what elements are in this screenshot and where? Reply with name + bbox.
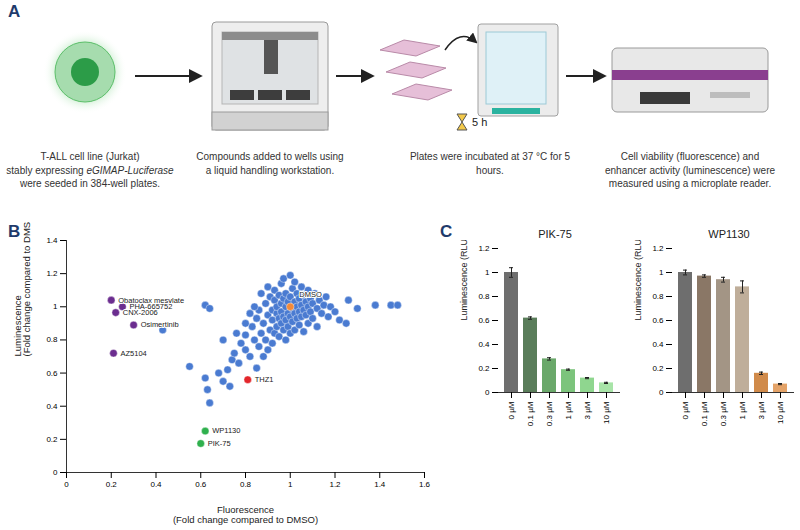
svg-text:0.4: 0.4	[150, 480, 162, 489]
svg-text:0.1 µM: 0.1 µM	[526, 401, 535, 426]
svg-text:Fluorescence(Fold change compa: Fluorescence(Fold change compared to DMS…	[173, 504, 318, 525]
svg-text:0.2: 0.2	[652, 364, 664, 373]
svg-text:1.6: 1.6	[419, 480, 431, 489]
svg-text:THZ1: THZ1	[255, 375, 274, 384]
svg-text:0.4: 0.4	[478, 340, 490, 349]
svg-text:0.3 µM: 0.3 µM	[719, 401, 728, 426]
svg-text:CNX-2006: CNX-2006	[123, 308, 158, 317]
svg-text:1.2: 1.2	[329, 480, 341, 489]
svg-text:0.8: 0.8	[652, 292, 664, 301]
svg-text:1.4: 1.4	[374, 480, 386, 489]
svg-text:PIK-75: PIK-75	[208, 439, 231, 448]
svg-text:Luminescence (RLU): Luminescence (RLU)	[633, 240, 643, 321]
svg-text:0.6: 0.6	[195, 480, 207, 489]
svg-text:0: 0	[53, 468, 58, 477]
svg-text:10 µM: 10 µM	[776, 401, 785, 424]
svg-text:AZ5104: AZ5104	[120, 349, 146, 358]
svg-text:1.4: 1.4	[46, 236, 58, 245]
svg-text:0.6: 0.6	[478, 316, 490, 325]
svg-text:Luminescence(Fold change compa: Luminescence(Fold change compared to DMS…	[12, 222, 33, 357]
svg-text:0: 0	[485, 388, 490, 397]
svg-text:5 h: 5 h	[472, 116, 487, 128]
svg-text:0.3 µM: 0.3 µM	[545, 401, 554, 426]
svg-text:1: 1	[485, 268, 490, 277]
svg-text:1: 1	[288, 480, 293, 489]
svg-text:0.6: 0.6	[652, 316, 664, 325]
svg-text:1 µM: 1 µM	[564, 401, 573, 419]
svg-text:DMSO: DMSO	[299, 290, 322, 299]
svg-text:0.2: 0.2	[106, 480, 118, 489]
svg-text:0.2: 0.2	[46, 435, 58, 444]
svg-text:0.8: 0.8	[478, 292, 490, 301]
svg-text:0 µM: 0 µM	[681, 401, 690, 419]
svg-text:0: 0	[64, 480, 69, 489]
svg-text:0.6: 0.6	[46, 369, 58, 378]
svg-text:WP1130: WP1130	[212, 426, 240, 435]
svg-text:3 µM: 3 µM	[757, 401, 766, 419]
svg-text:0.8: 0.8	[240, 480, 252, 489]
svg-text:1.2: 1.2	[46, 269, 58, 278]
svg-text:1: 1	[659, 268, 664, 277]
svg-text:1 µM: 1 µM	[738, 401, 747, 419]
svg-text:1.2: 1.2	[652, 244, 664, 253]
svg-text:0.4: 0.4	[46, 402, 58, 411]
svg-text:0.1 µM: 0.1 µM	[700, 401, 709, 426]
svg-text:Osimertinib: Osimertinib	[141, 320, 179, 329]
svg-text:10 µM: 10 µM	[602, 401, 611, 424]
svg-text:0: 0	[659, 388, 664, 397]
svg-text:Luminescence (RLU): Luminescence (RLU)	[459, 240, 469, 321]
svg-text:3 µM: 3 µM	[583, 401, 592, 419]
svg-text:0 µM: 0 µM	[507, 401, 516, 419]
svg-text:0.2: 0.2	[478, 364, 490, 373]
svg-text:0.4: 0.4	[652, 340, 664, 349]
svg-text:0.8: 0.8	[46, 335, 58, 344]
svg-text:1.2: 1.2	[478, 244, 490, 253]
svg-text:1: 1	[53, 302, 58, 311]
